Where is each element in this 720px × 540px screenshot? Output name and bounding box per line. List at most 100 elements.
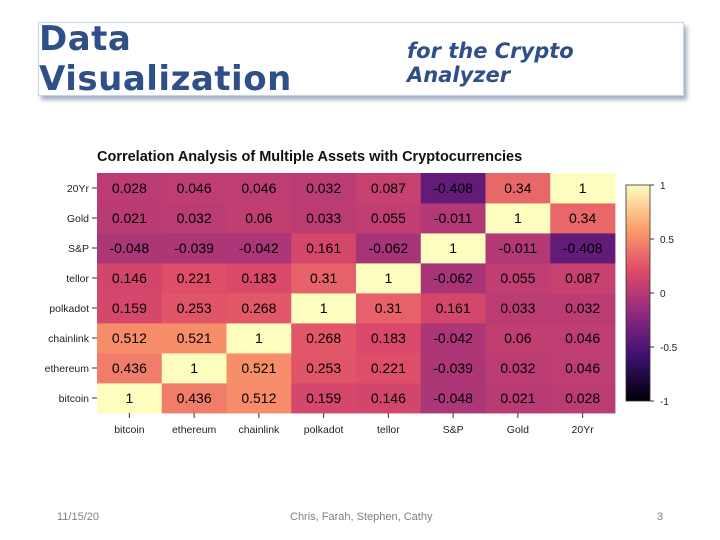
cell-value-label: 0.046: [565, 360, 600, 376]
cell-value-label: 1: [190, 360, 198, 376]
x-tick-label: S&P: [443, 424, 464, 436]
heatmap-cell: [291, 203, 357, 234]
heatmap-cell: [485, 323, 551, 354]
heatmap-cell: [356, 323, 422, 354]
heatmap-cell: [97, 323, 163, 354]
cell-value-label: 0.436: [177, 390, 212, 406]
heatmap-cell: [485, 203, 551, 234]
heatmap-cell: [485, 353, 551, 384]
cell-value-label: 0.34: [504, 180, 531, 196]
heatmap-cell: [291, 293, 357, 324]
cell-value-label: 0.032: [500, 360, 535, 376]
heatmap-cell: [97, 293, 163, 324]
y-tick-label: 20Yr: [67, 183, 90, 195]
x-tick-label: chainlink: [238, 424, 280, 436]
cell-value-label: 0.34: [569, 210, 596, 226]
heatmap-cell: [420, 383, 486, 414]
heatmap-cell: [550, 203, 616, 234]
x-tick-label: 20Yr: [572, 424, 595, 436]
cell-value-label: 0.161: [306, 240, 341, 256]
cell-value-label: 0.032: [565, 300, 600, 316]
colorbar-tick-label: 1: [660, 181, 666, 192]
heatmap-cell: [97, 263, 163, 294]
heatmap-cell: [161, 353, 227, 384]
cell-value-label: 0.159: [306, 390, 341, 406]
heatmap-cell: [97, 233, 163, 264]
heatmap-cell: [226, 233, 292, 264]
cell-value-label: 0.033: [500, 300, 535, 316]
slide-title-box: Data Visualization for the Crypto Analyz…: [38, 19, 684, 99]
cell-value-label: 0.032: [177, 210, 212, 226]
heatmap-cell: [420, 233, 486, 264]
heatmap-cell: [161, 383, 227, 414]
cell-value-label: 0.021: [112, 210, 147, 226]
heatmap-cell: [291, 353, 357, 384]
heatmap-cell: [291, 173, 357, 204]
heatmap-cell: [356, 293, 422, 324]
cell-value-label: 0.183: [371, 330, 406, 346]
cell-value-label: -0.408: [563, 240, 603, 256]
slide-title: Data Visualization: [39, 19, 292, 99]
cell-value-label: 0.06: [245, 210, 272, 226]
colorbar-tick-label: -1: [660, 397, 669, 408]
heatmap-cell: [226, 293, 292, 324]
cell-value-label: 0.183: [241, 270, 276, 286]
cell-value-label: 0.146: [371, 390, 406, 406]
heatmap-cell: [226, 383, 292, 414]
cell-value-label: -0.011: [499, 240, 538, 256]
cell-value-label: 0.521: [177, 330, 212, 346]
cell-value-label: 0.046: [177, 180, 212, 196]
footer-date: 11/15/20: [57, 511, 100, 523]
y-tick-label: Gold: [67, 213, 89, 225]
x-tick-label: ethereum: [172, 424, 217, 436]
heatmap-cell: [291, 233, 357, 264]
y-tick-label: ethereum: [45, 363, 90, 375]
cell-value-label: 0.512: [241, 390, 276, 406]
heatmap-cell: [550, 323, 616, 354]
cell-value-label: 0.253: [306, 360, 341, 376]
cell-value-label: 1: [125, 390, 133, 406]
heatmap-cell: [550, 293, 616, 324]
cell-value-label: -0.062: [433, 270, 473, 286]
colorbar-tick-label: 0: [660, 289, 666, 300]
heatmap-cell: [97, 353, 163, 384]
y-tick-label: polkadot: [49, 303, 89, 315]
x-tick-label: bitcoin: [114, 424, 145, 436]
cell-value-label: 0.221: [177, 270, 212, 286]
heatmap-cell: [356, 173, 422, 204]
cell-value-label: 1: [449, 240, 457, 256]
y-tick-label: bitcoin: [59, 393, 90, 405]
cell-value-label: 0.087: [371, 180, 406, 196]
cell-value-label: -0.048: [433, 390, 473, 406]
cell-value-label: -0.408: [433, 180, 473, 196]
cell-value-label: -0.062: [369, 240, 409, 256]
cell-value-label: 0.521: [241, 360, 276, 376]
cell-value-label: 0.046: [241, 180, 276, 196]
heatmap-cell: [161, 323, 227, 354]
heatmap-cell: [550, 173, 616, 204]
slide-subtitle: for the Crypto Analyzer: [407, 39, 574, 87]
cell-value-label: 0.087: [565, 270, 600, 286]
cell-value-label: 0.028: [112, 180, 147, 196]
heatmap-cell: [356, 383, 422, 414]
heatmap-cell: [420, 293, 486, 324]
heatmap-cell: [97, 383, 163, 414]
heatmap-cell: [161, 293, 227, 324]
heatmap-cell: [291, 263, 357, 294]
y-tick-label: chainlink: [48, 333, 90, 345]
heatmap-cell: [356, 263, 422, 294]
heatmap-cell: [97, 173, 163, 204]
chart-title: Correlation Analysis of Multiple Assets …: [97, 149, 523, 165]
cell-value-label: -0.011: [434, 210, 473, 226]
colorbar-tick-label: -0.5: [660, 343, 678, 354]
heatmap-cell: [161, 203, 227, 234]
footer-authors: Chris, Farah, Stephen, Cathy: [290, 511, 433, 523]
heatmap-cell: [485, 293, 551, 324]
x-tick-label: tellor: [377, 424, 400, 436]
cell-value-label: -0.042: [433, 330, 473, 346]
cell-value-label: 0.046: [565, 330, 600, 346]
cell-value-label: 1: [320, 300, 328, 316]
heatmap-cell: [291, 383, 357, 414]
cell-value-label: 0.055: [371, 210, 406, 226]
